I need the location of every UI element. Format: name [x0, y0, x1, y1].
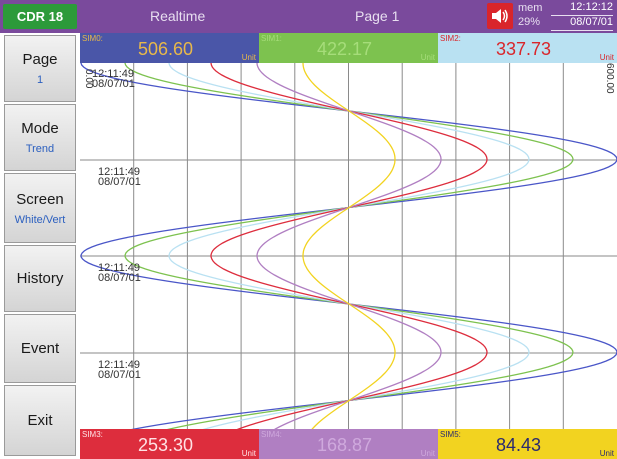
scale-min-label: 0.00 — [83, 69, 94, 89]
trend-trace-2 — [168, 63, 530, 429]
stamp-time: 12:11:49 — [92, 68, 135, 80]
mode-button[interactable]: Mode Trend — [4, 104, 76, 171]
page-title: Page 1 — [355, 8, 400, 24]
channel-tag: SIM0: — [82, 34, 103, 43]
event-button-label: Event — [20, 340, 60, 357]
mode-title: Realtime — [150, 8, 206, 24]
stamp-time: 12:11:49 — [98, 359, 141, 371]
channel-value: 84.43 — [496, 435, 542, 455]
trend-trace-0 — [80, 63, 617, 429]
stamp-time: 12:11:49 — [98, 262, 141, 274]
channel-sim0[interactable]: SIM0: 506.60 Unit — [80, 33, 259, 63]
trend-trace-4 — [256, 63, 442, 429]
channel-sim4[interactable]: SIM4: 168.87 Unit — [259, 429, 438, 459]
screen-button-label: Screen — [16, 190, 64, 208]
clock-time: 12:12:12 — [551, 1, 613, 16]
stamp-date: 08/07/01 — [98, 176, 141, 188]
time-stamp: 12:11:49 08/07/01 — [98, 262, 141, 284]
channel-unit: Unit — [241, 53, 256, 62]
side-menu: Page 1 Mode Trend Screen White/Vert Hist… — [0, 33, 78, 458]
history-button[interactable]: History — [4, 245, 76, 312]
page-button-value: 1 — [36, 74, 44, 86]
trend-chart[interactable]: 0.00 600.00 12:11:49 08/07/01 12:11:49 0… — [80, 63, 617, 429]
speaker-icon[interactable] — [487, 3, 513, 29]
screen-button-value: White/Vert — [14, 213, 66, 226]
time-stamp: 12:11:49 08/07/01 — [98, 166, 141, 188]
exit-button-label: Exit — [27, 412, 53, 429]
channel-tag: SIM2: — [440, 34, 461, 43]
channel-tag: SIM5: — [440, 430, 461, 439]
channel-unit: Unit — [420, 53, 435, 62]
channel-value: 253.30 — [138, 435, 194, 455]
mode-button-value: Trend — [25, 143, 55, 155]
trend-trace-5 — [302, 63, 396, 429]
page-button[interactable]: Page 1 — [4, 35, 76, 102]
channel-value: 506.60 — [138, 39, 194, 59]
channel-value: 168.87 — [317, 435, 373, 455]
channel-tag: SIM1: — [261, 34, 282, 43]
channel-unit: Unit — [599, 53, 614, 62]
channel-sim3[interactable]: SIM3: 253.30 Unit — [80, 429, 259, 459]
top-bar: CDR 18 Realtime Page 1 mem 29% 12:12:12 … — [0, 0, 617, 33]
memory-value: 29% — [518, 16, 541, 28]
screen-button[interactable]: Screen White/Vert — [4, 173, 76, 243]
channel-value: 337.73 — [496, 39, 552, 59]
page-button-label: Page — [22, 51, 58, 68]
event-button[interactable]: Event — [4, 314, 76, 383]
stamp-time: 12:11:49 — [98, 166, 141, 178]
mode-button-label: Mode — [21, 120, 59, 137]
time-stamp: 12:11:49 08/07/01 — [98, 359, 141, 381]
stamp-date: 08/07/01 — [98, 369, 141, 381]
trend-trace-1 — [124, 63, 574, 429]
channel-sim2[interactable]: SIM2: 337.73 Unit — [438, 33, 617, 63]
channel-value: 422.17 — [317, 39, 373, 59]
history-button-label: History — [16, 270, 64, 287]
scale-max-label: 600.00 — [604, 63, 615, 94]
channel-sim1[interactable]: SIM1: 422.17 Unit — [259, 33, 438, 63]
memory-label: mem — [518, 2, 543, 14]
time-stamp: 12:11:49 08/07/01 — [92, 68, 135, 90]
device-name: CDR 18 — [3, 4, 77, 29]
channel-tag: SIM3: — [82, 430, 103, 439]
trend-plot — [80, 63, 617, 429]
channel-unit: Unit — [241, 449, 256, 458]
channel-unit: Unit — [420, 449, 435, 458]
trend-trace-3 — [210, 63, 488, 429]
stamp-date: 08/07/01 — [98, 272, 141, 284]
clock-date: 08/07/01 — [551, 16, 613, 31]
exit-button[interactable]: Exit — [4, 385, 76, 456]
stamp-date: 08/07/01 — [92, 78, 135, 90]
channel-sim5[interactable]: SIM5: 84.43 Unit — [438, 429, 617, 459]
channel-tag: SIM4: — [261, 430, 282, 439]
channel-unit: Unit — [599, 449, 614, 458]
